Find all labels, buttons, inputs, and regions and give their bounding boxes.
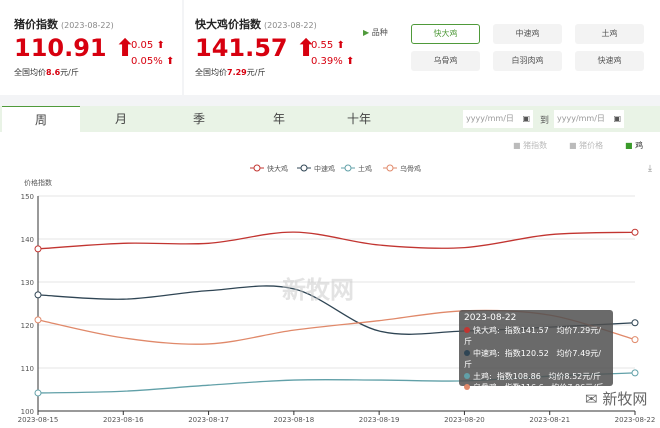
tab-week[interactable]: 周 — [2, 106, 80, 132]
tooltip-series: 中速鸡: — [473, 348, 500, 358]
tooltip-series: 土鸡: — [473, 371, 492, 381]
pig-index-card: 猪价指数 (2023-08-22) 110.91 ⬆ 0.05 ⬆ 0.05% ⬆… — [0, 0, 182, 95]
tooltip-series: 快大鸡: — [473, 325, 500, 335]
y-axis-label: 价格指数 — [24, 179, 52, 187]
tab-decade[interactable]: 十年 — [346, 112, 371, 126]
x-tick-label: 2023-08-22 — [615, 416, 656, 424]
y-tick-label: 100 — [21, 408, 34, 416]
pig-change-pct: 0.05% ⬆ — [131, 56, 175, 67]
tooltip-row: 乌骨鸡: 指数116.6 均价7.06元/斤 — [464, 382, 608, 394]
chicken-index-card: 快大鸡价指数 (2023-08-22) 141.57 ⬆ 0.55 ⬆ 0.39%… — [184, 0, 660, 95]
chicken-index-value: 141.57 ⬆ — [195, 34, 317, 62]
chicken-change-pct: 0.39% ⬆ — [311, 56, 355, 67]
x-tick-label: 2023-08-21 — [529, 416, 570, 424]
date-separator: 到 — [540, 116, 550, 126]
y-tick-label: 110 — [21, 365, 34, 373]
y-tick-label: 130 — [21, 279, 34, 287]
series-line — [37, 231, 636, 250]
x-tick-label: 2023-08-19 — [359, 416, 400, 424]
tooltip-price: 均价7.29元/斤 — [464, 325, 601, 347]
legend-marker — [344, 164, 352, 172]
tooltip-index: 指数120.52 — [504, 348, 549, 358]
x-tick-label: 2023-08-18 — [274, 416, 315, 424]
data-point — [34, 316, 42, 324]
chart-tooltip: 2023-08-22 快大鸡: 指数141.57 均价7.29元/斤 中速鸡: 指… — [459, 310, 613, 392]
series-dot — [464, 384, 470, 390]
data-point — [631, 336, 639, 344]
x-tick-label: 2023-08-15 — [18, 416, 59, 424]
tooltip-date: 2023-08-22 — [464, 313, 517, 323]
legend-marker — [253, 164, 261, 172]
pig-index-value: 110.91 ⬆ — [14, 34, 136, 62]
x-tick-label: 2023-08-20 — [444, 416, 485, 424]
x-tick-label: 2023-08-17 — [188, 416, 229, 424]
x-tick-label: 2023-08-16 — [103, 416, 144, 424]
tooltip-price: 均价8.52元/斤 — [548, 371, 601, 381]
calendar-icon[interactable]: ▣ — [522, 114, 530, 123]
triangle-icon: ▶ — [363, 28, 370, 37]
tooltip-row: 土鸡: 指数108.86 均价8.52元/斤 — [464, 371, 608, 383]
tab-year[interactable]: 年 — [272, 112, 285, 126]
calendar-icon[interactable]: ▣ — [613, 114, 621, 123]
watermark-logo: ✉ 新牧网 — [585, 390, 648, 408]
tooltip-price: 均价7.49元/斤 — [464, 348, 601, 370]
series-dot — [464, 349, 470, 356]
variety-button[interactable]: 土鸡 — [575, 24, 644, 44]
toggle-chicken[interactable]: ■ 鸡 — [625, 141, 644, 150]
tooltip-index: 指数108.86 — [496, 371, 541, 381]
y-tick-label: 140 — [21, 236, 34, 244]
variety-button[interactable]: 快速鸡 — [575, 51, 644, 71]
variety-button[interactable]: 白羽肉鸡 — [493, 51, 562, 71]
legend-label: 乌骨鸡 — [400, 164, 421, 173]
series-dot — [464, 326, 470, 333]
watermark: 新牧网 — [282, 276, 354, 304]
legend-label: 中速鸡 — [314, 164, 335, 173]
tab-quarter[interactable]: 季 — [192, 112, 205, 126]
y-tick-label: 150 — [21, 193, 34, 201]
period-tabs: 周 月 季 年 十年 — [0, 106, 660, 132]
series-dot — [464, 372, 470, 379]
variety-button[interactable]: 快大鸡 — [411, 24, 480, 44]
variety-label: ▶ 品种 — [363, 28, 388, 37]
chicken-change: 0.55 ⬆ — [311, 40, 345, 51]
tooltip-row: 中速鸡: 指数120.52 均价7.49元/斤 — [464, 348, 608, 371]
data-point — [34, 389, 42, 397]
date-from-input[interactable]: yyyy/mm/日 ▣ — [463, 110, 533, 128]
variety-button[interactable]: 中速鸡 — [493, 24, 562, 44]
data-point — [631, 228, 639, 236]
data-point — [631, 319, 639, 327]
data-point — [631, 369, 639, 377]
date-to-input[interactable]: yyyy/mm/日 ▣ — [554, 110, 624, 128]
y-tick-label: 120 — [21, 322, 34, 330]
pig-index-title: 猪价指数 (2023-08-22) — [14, 18, 114, 31]
pig-change: 0.05 ⬆ — [131, 40, 165, 51]
download-icon[interactable]: ⤓ — [648, 164, 652, 174]
data-point — [34, 245, 42, 253]
legend-label: 土鸡 — [358, 164, 372, 173]
tooltip-series: 乌骨鸡: — [473, 383, 500, 392]
variety-button[interactable]: 乌骨鸡 — [411, 51, 480, 71]
legend-label: 快大鸡 — [267, 164, 288, 173]
toggle-pig-index[interactable]: ■ 猪指数 — [513, 141, 548, 150]
data-point — [34, 291, 42, 299]
tab-month[interactable]: 月 — [114, 112, 127, 126]
tooltip-index: 指数141.57 — [504, 325, 549, 335]
tooltip-row: 快大鸡: 指数141.57 均价7.29元/斤 — [464, 325, 608, 348]
tooltip-index: 指数116.6 — [504, 383, 544, 392]
legend-marker — [300, 164, 308, 172]
chicken-avg-price: 全国均价7.29元/斤 — [195, 68, 266, 77]
tooltip-price: 均价7.06元/斤 — [551, 383, 604, 392]
pig-avg-price: 全国均价8.6元/斤 — [14, 68, 79, 77]
chicken-index-title: 快大鸡价指数 (2023-08-22) — [195, 18, 317, 31]
toggle-pig-price[interactable]: ■ 猪价格 — [569, 141, 604, 150]
legend-marker — [386, 164, 394, 172]
